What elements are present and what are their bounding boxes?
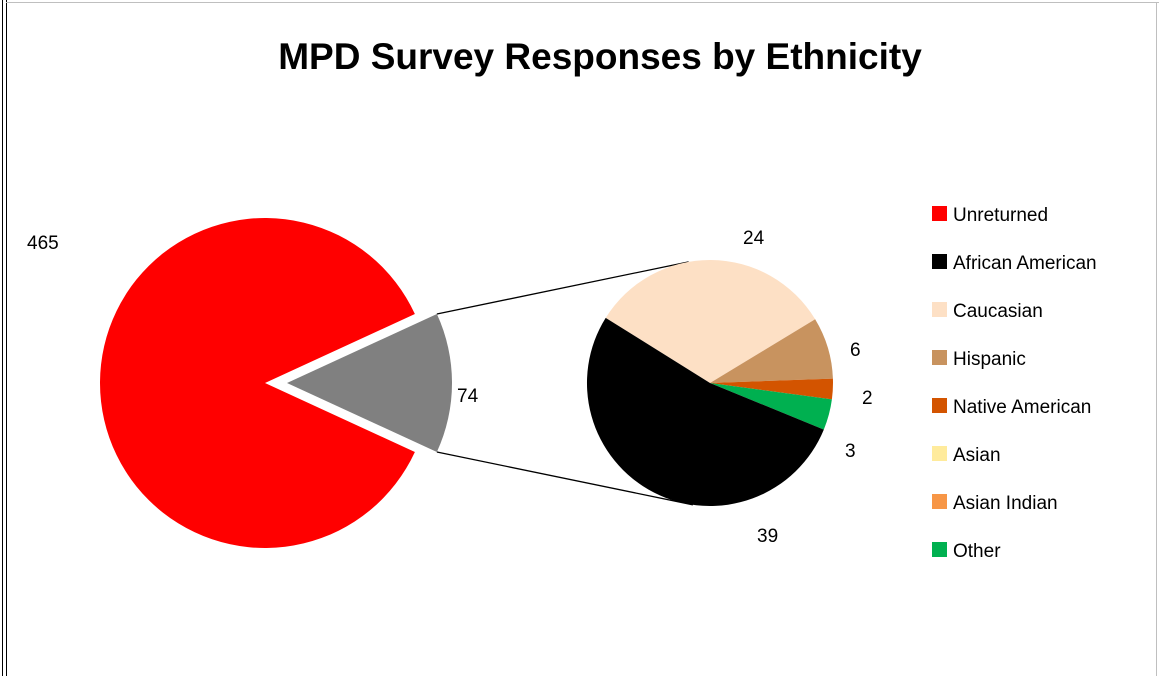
chart-title: MPD Survey Responses by Ethnicity [278, 36, 922, 77]
pie-slice-unreturned [100, 218, 415, 549]
data-label-caucasian: 24 [743, 228, 765, 249]
legend-label-native-american: Native American [953, 397, 1091, 418]
legend-label-african-american: African American [953, 253, 1097, 274]
legend-swatch-native-american [932, 398, 947, 413]
legend-label-unreturned: Unreturned [953, 205, 1048, 226]
legend-swatch-other [932, 542, 947, 557]
frame-border-left-outer [2, 0, 3, 676]
data-label-returned: 74 [457, 386, 479, 407]
data-label-unreturned: 465 [27, 233, 59, 254]
legend-swatch-hispanic [932, 350, 947, 365]
pie-slice-caucasian [605, 259, 816, 383]
legend-label-asian-indian: Asian Indian [953, 493, 1058, 514]
pie-slice-returned [287, 314, 453, 452]
legend-swatch-caucasian [932, 302, 947, 317]
frame-border-right [1156, 2, 1157, 676]
legend-label-asian: Asian [953, 445, 1001, 466]
pie-slice-native-american [710, 378, 833, 400]
data-label-other: 3 [845, 441, 856, 462]
legend-label-hispanic: Hispanic [953, 349, 1026, 370]
legend-swatch-african-american [932, 254, 947, 269]
legend-swatch-unreturned [932, 206, 947, 221]
legend-swatch-asian-indian [932, 494, 947, 509]
frame-border-top [6, 2, 1159, 3]
frame-border-left-inner [6, 0, 7, 676]
legend-swatch-asian [932, 446, 947, 461]
pie-slice-hispanic [710, 319, 833, 383]
pie-slice-other [710, 383, 832, 430]
legend-label-caucasian: Caucasian [953, 301, 1043, 322]
connector-line-bottom [436, 451, 694, 506]
legend-label-other: Other [953, 541, 1001, 562]
data-label-hispanic: 6 [850, 340, 861, 361]
data-label-african-american: 39 [757, 526, 778, 547]
data-label-native-american: 2 [862, 388, 873, 409]
connector-line-top [436, 261, 689, 315]
pie-slice-african-american [586, 317, 824, 507]
